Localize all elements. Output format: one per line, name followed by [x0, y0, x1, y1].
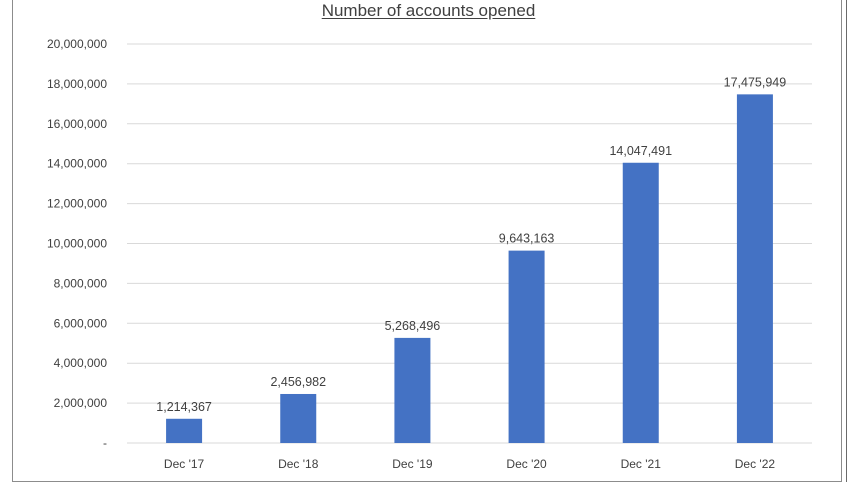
y-tick-label: 18,000,000	[47, 77, 107, 91]
y-axis-tick-labels: - 2,000,000 4,000,000 6,000,000 8,000,000 10,…	[47, 37, 107, 450]
bars	[166, 94, 773, 443]
y-tick-label: 12,000,000	[47, 197, 107, 211]
data-label: 14,047,491	[609, 144, 672, 158]
y-tick-label: 2,000,000	[54, 396, 108, 410]
bar	[622, 162, 659, 443]
data-label: 9,643,163	[499, 232, 555, 246]
bar	[280, 393, 317, 443]
y-tick-label: 6,000,000	[54, 316, 108, 330]
y-tick-label: -	[103, 436, 107, 450]
bar	[508, 250, 545, 443]
x-tick-label: Dec '19	[392, 457, 433, 471]
y-tick-label: 14,000,000	[47, 157, 107, 171]
bar	[394, 337, 431, 443]
data-labels: 1,214,367 2,456,982 5,268,496 9,643,163 14,0…	[156, 75, 786, 413]
x-tick-label: Dec '22	[735, 457, 776, 471]
data-label: 17,475,949	[724, 75, 787, 89]
y-tick-label: 20,000,000	[47, 37, 107, 51]
data-label: 1,214,367	[156, 400, 212, 414]
x-axis-tick-labels: Dec '17 Dec '18 Dec '19 Dec '20 Dec '21 Dec '…	[164, 457, 775, 471]
window-edge	[846, 0, 847, 482]
data-label: 5,268,496	[385, 319, 441, 333]
data-label: 2,456,982	[270, 375, 326, 389]
chart-title: Number of accounts opened	[321, 1, 536, 20]
x-tick-label: Dec '18	[278, 457, 319, 471]
y-tick-label: 8,000,000	[54, 276, 108, 290]
y-tick-label: 16,000,000	[47, 117, 107, 131]
x-tick-label: Dec '17	[164, 457, 205, 471]
x-tick-label: Dec '21	[621, 457, 662, 471]
bar	[166, 418, 203, 443]
bar	[736, 94, 773, 443]
x-tick-label: Dec '20	[506, 457, 547, 471]
y-tick-label: 4,000,000	[54, 356, 108, 370]
y-tick-label: 10,000,000	[47, 237, 107, 251]
gridlines	[127, 43, 812, 444]
